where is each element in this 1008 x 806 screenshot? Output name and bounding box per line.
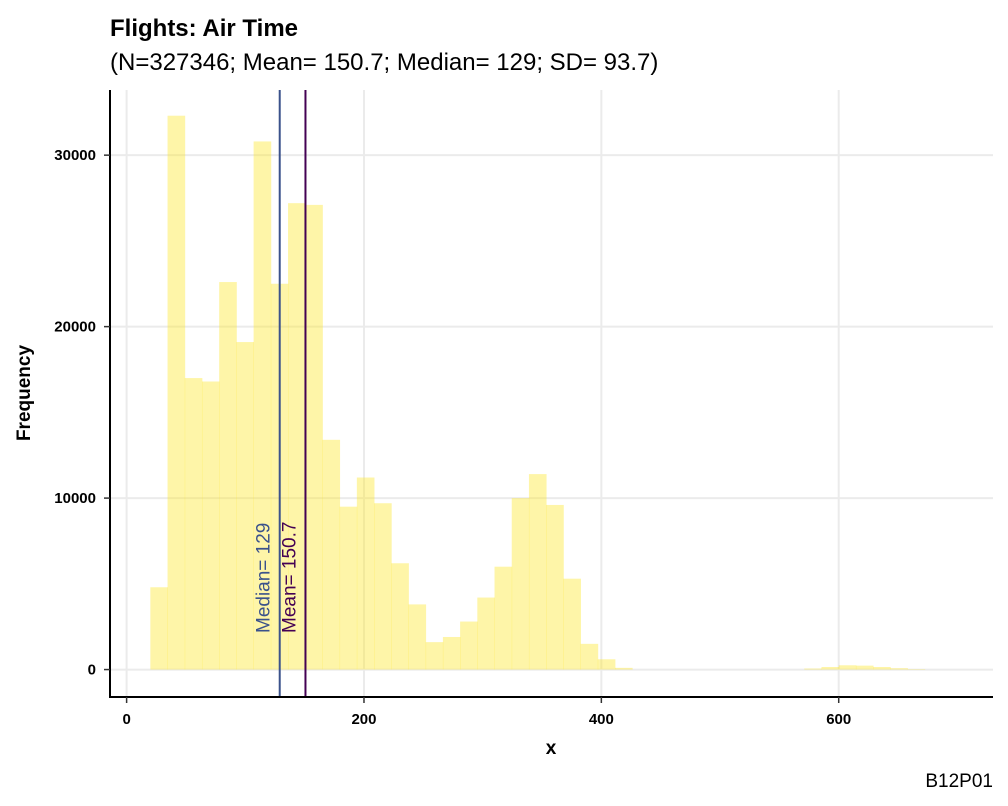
histogram-bar xyxy=(150,587,168,670)
histogram-bar xyxy=(511,498,530,670)
x-tick-label: 0 xyxy=(122,711,130,728)
histogram-bar xyxy=(167,115,186,670)
x-tick-labels: 0 200 400 600 xyxy=(122,711,851,728)
histogram-bar xyxy=(305,204,323,670)
histogram-bar xyxy=(563,578,581,670)
y-tick-label: 0 xyxy=(88,662,96,679)
histogram-bar xyxy=(201,381,220,670)
chart-caption: B12P01 xyxy=(925,771,993,792)
axes xyxy=(104,90,993,703)
histogram-bar xyxy=(322,439,341,670)
histogram-bar xyxy=(907,669,926,670)
chart-title: Flights: Air Time xyxy=(110,15,298,42)
histogram-bars xyxy=(150,115,926,670)
histogram-bar xyxy=(546,504,564,670)
histogram-bar xyxy=(494,566,513,670)
grid-lines xyxy=(110,90,993,697)
histogram-bar xyxy=(288,203,306,670)
histogram-bar xyxy=(219,282,237,670)
y-axis-title: Frequency xyxy=(14,345,35,442)
histogram-bar xyxy=(477,597,495,670)
mean-label: Mean= 150.7 xyxy=(279,522,300,633)
histogram-bar xyxy=(460,621,478,670)
histogram-bar xyxy=(236,342,255,670)
histogram-bar xyxy=(184,378,203,670)
x-axis-title: x xyxy=(546,738,557,759)
median-label: Median= 129 xyxy=(254,523,275,633)
histogram-bar xyxy=(339,506,358,670)
histogram-bar xyxy=(614,667,633,670)
histogram-bar xyxy=(391,563,409,670)
histogram-bar xyxy=(442,636,461,670)
histogram-bar xyxy=(356,477,375,670)
y-tick-label: 30000 xyxy=(54,147,96,164)
histogram-bar xyxy=(855,665,874,670)
histogram-bar xyxy=(425,642,444,670)
x-tick-label: 400 xyxy=(589,711,614,728)
histogram-bar xyxy=(528,474,547,670)
y-tick-label: 10000 xyxy=(54,490,96,507)
x-tick-label: 200 xyxy=(351,711,376,728)
histogram-bar xyxy=(408,604,427,670)
histogram-bar xyxy=(804,668,822,670)
y-tick-labels: 0 10000 20000 30000 xyxy=(54,147,96,678)
x-tick-label: 600 xyxy=(826,711,851,728)
histogram-bar xyxy=(597,659,616,670)
histogram-bar xyxy=(253,141,272,670)
reference-lines: Median= 129 Mean= 150.7 xyxy=(254,90,307,697)
histogram-bar xyxy=(374,503,392,670)
histogram-bar xyxy=(838,665,857,670)
histogram-bar xyxy=(873,666,891,670)
histogram-bar xyxy=(580,643,599,670)
chart-subtitle: (N=327346; Mean= 150.7; Median= 129; SD=… xyxy=(110,49,658,76)
histogram-bar xyxy=(890,668,908,670)
y-tick-label: 20000 xyxy=(54,319,96,336)
histogram-bar xyxy=(821,666,840,670)
